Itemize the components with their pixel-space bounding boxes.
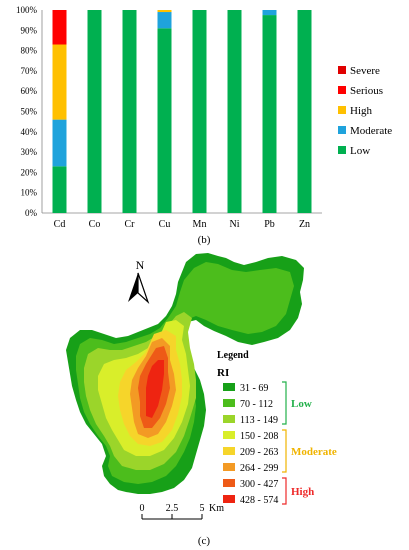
map-legend-range: 209 - 263 bbox=[240, 447, 278, 458]
y-tick-label: 40% bbox=[21, 127, 38, 137]
panel-label-b: (b) bbox=[198, 234, 211, 246]
map-legend-range: 300 - 427 bbox=[240, 479, 278, 490]
y-tick-label: 90% bbox=[21, 25, 38, 35]
x-tick-label: Ni bbox=[230, 219, 240, 230]
map-legend-range: 31 - 69 bbox=[240, 383, 268, 394]
map-legend-swatch bbox=[223, 399, 235, 407]
x-tick-label: Co bbox=[89, 219, 101, 230]
map-legend-range: 113 - 149 bbox=[240, 415, 278, 426]
map-legend-range: 428 - 574 bbox=[240, 495, 278, 506]
bar-segment-low-cd bbox=[52, 166, 67, 213]
bar-chart: 0% 10% 20% 30% 40% 50% 60% 70% 80% 90% 100% Cd Co Cr… bbox=[16, 5, 392, 246]
legend-swatch-severe bbox=[338, 66, 346, 74]
y-tick-label: 100% bbox=[16, 5, 38, 15]
group-label-low: Low bbox=[291, 398, 312, 410]
bar-segment-serious-cd bbox=[52, 10, 67, 45]
scale-unit: Km bbox=[209, 503, 224, 514]
legend-swatch-high bbox=[338, 106, 346, 114]
bar-segment-low-co bbox=[87, 10, 102, 213]
map-legend-swatch bbox=[223, 495, 235, 503]
scale-tick-2: 5 bbox=[200, 503, 205, 514]
x-tick-label: Pb bbox=[264, 219, 275, 230]
bar-marks bbox=[52, 10, 312, 214]
bar-segment-high-cu bbox=[157, 10, 172, 13]
y-tick-label: 60% bbox=[21, 86, 38, 96]
y-tick-label: 70% bbox=[21, 66, 38, 76]
map-legend-swatch bbox=[223, 447, 235, 455]
y-tick-label: 10% bbox=[21, 188, 38, 198]
y-axis: 0% 10% 20% 30% 40% 50% 60% 70% 80% 90% 100% bbox=[16, 5, 38, 218]
bar-segment-high-cd bbox=[52, 44, 67, 120]
y-tick-label: 80% bbox=[21, 46, 38, 56]
x-tick-label: Mn bbox=[193, 219, 207, 230]
bar-segment-low-zn bbox=[297, 10, 312, 213]
map-panel: N Legend RI 31 - 69 70 - 112 113 - 149 150 … bbox=[66, 253, 337, 547]
map-legend-swatch bbox=[223, 383, 235, 391]
zone-428-574 bbox=[146, 360, 164, 418]
map-legend-variable: RI bbox=[217, 367, 229, 379]
group-bracket-moderate bbox=[282, 429, 287, 473]
legend-swatch-moderate bbox=[338, 126, 346, 134]
map-legend-swatch bbox=[223, 463, 235, 471]
legend-label-low: Low bbox=[350, 145, 370, 157]
x-tick-label: Zn bbox=[299, 219, 310, 230]
y-tick-label: 30% bbox=[21, 147, 38, 157]
map-legend: 31 - 69 70 - 112 113 - 149 150 - 208 209 - 2… bbox=[223, 381, 337, 506]
map-legend-range: 264 - 299 bbox=[240, 463, 278, 474]
legend-label-severe: Severe bbox=[350, 65, 380, 77]
scale-tick-1: 2.5 bbox=[166, 503, 179, 514]
group-label-high: High bbox=[291, 486, 314, 498]
north-label: N bbox=[136, 258, 145, 272]
y-tick-label: 0% bbox=[25, 208, 38, 218]
group-label-moderate: Moderate bbox=[291, 446, 337, 458]
bar-segment-low-mn bbox=[192, 10, 207, 213]
bar-segment-moderate-pb bbox=[262, 10, 277, 16]
bar-segment-moderate-cu bbox=[157, 12, 172, 29]
bar-segment-low-cr bbox=[122, 10, 137, 213]
bar-legend: Severe Serious High Moderate Low bbox=[338, 65, 392, 157]
legend-label-serious: Serious bbox=[350, 85, 383, 97]
bar-segment-low-cu bbox=[157, 28, 172, 213]
map-legend-swatch bbox=[223, 431, 235, 439]
bar-segment-low-pb bbox=[262, 15, 277, 214]
map-legend-range: 150 - 208 bbox=[240, 431, 278, 442]
legend-label-moderate: Moderate bbox=[350, 125, 392, 137]
x-axis: Cd Co Cr Cu Mn Ni Pb Zn bbox=[54, 219, 310, 230]
y-tick-label: 20% bbox=[21, 167, 38, 177]
map-legend-swatch bbox=[223, 415, 235, 423]
legend-swatch-serious bbox=[338, 86, 346, 94]
bar-segment-low-ni bbox=[227, 10, 242, 213]
map-legend-range: 70 - 112 bbox=[240, 399, 273, 410]
scale-bar: 0 2.5 5 Km bbox=[140, 503, 224, 520]
bar-segment-moderate-cd bbox=[52, 119, 67, 167]
scale-tick-0: 0 bbox=[140, 503, 145, 514]
x-tick-label: Cd bbox=[54, 219, 66, 230]
legend-label-high: High bbox=[350, 105, 373, 117]
north-arrow: N bbox=[128, 258, 150, 304]
panel-label-c: (c) bbox=[198, 535, 211, 547]
group-bracket-high bbox=[282, 477, 287, 505]
x-tick-label: Cu bbox=[159, 219, 171, 230]
x-tick-label: Cr bbox=[125, 219, 136, 230]
map-legend-title: Legend bbox=[217, 350, 249, 361]
group-bracket-low bbox=[282, 381, 287, 425]
ri-map bbox=[66, 253, 304, 494]
legend-swatch-low bbox=[338, 146, 346, 154]
map-legend-swatch bbox=[223, 479, 235, 487]
y-tick-label: 50% bbox=[21, 107, 38, 117]
